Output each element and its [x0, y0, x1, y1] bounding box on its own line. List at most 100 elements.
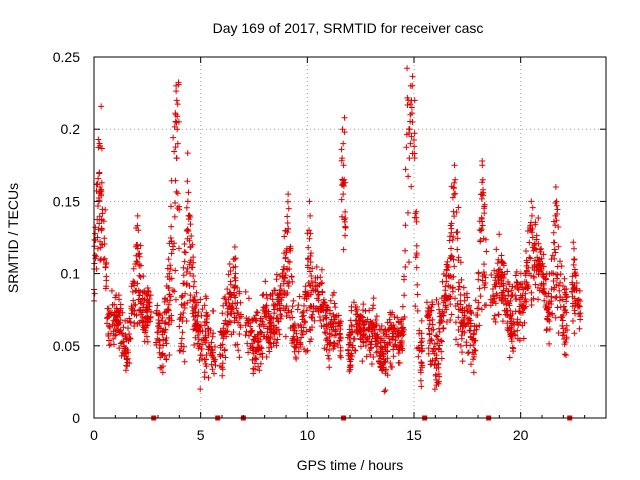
data-point	[555, 329, 562, 336]
data-point	[136, 306, 143, 313]
data-point	[493, 246, 500, 253]
data-point	[140, 318, 147, 325]
data-point	[168, 238, 175, 245]
data-point	[339, 126, 346, 133]
data-point	[289, 314, 296, 321]
data-point	[457, 301, 464, 308]
data-point	[413, 264, 420, 271]
data-point	[500, 262, 507, 269]
data-point	[324, 352, 331, 359]
data-point	[231, 244, 238, 251]
data-point	[435, 380, 442, 387]
data-point	[556, 287, 563, 294]
data-point	[92, 230, 99, 237]
data-point	[446, 237, 453, 244]
data-point	[503, 308, 510, 315]
data-point	[522, 296, 529, 303]
data-point	[203, 316, 210, 323]
data-point	[225, 271, 232, 278]
data-point	[395, 346, 402, 353]
data-point	[303, 291, 310, 298]
data-point	[390, 343, 397, 350]
data-point	[317, 274, 324, 281]
data-point	[438, 338, 445, 345]
data-point	[513, 268, 520, 275]
y-axis-label: SRMTID / TECUs	[5, 183, 21, 293]
data-point	[540, 274, 547, 281]
data-point	[551, 246, 558, 253]
data-point	[168, 223, 175, 230]
data-point	[349, 342, 356, 349]
data-point	[99, 241, 106, 248]
data-point	[211, 343, 218, 350]
data-point	[198, 312, 205, 319]
data-point	[568, 288, 575, 295]
data-point	[455, 306, 462, 313]
data-point	[464, 316, 471, 323]
data-point	[495, 256, 502, 263]
data-point	[504, 268, 511, 275]
data-point	[395, 350, 402, 357]
data-point	[390, 353, 397, 360]
data-point	[327, 318, 334, 325]
data-point	[571, 270, 578, 277]
data-point	[192, 304, 199, 311]
data-point	[172, 267, 179, 274]
data-point	[491, 295, 498, 302]
data-point	[414, 307, 421, 314]
data-point	[409, 118, 416, 125]
data-point	[181, 240, 188, 247]
data-point	[353, 306, 360, 313]
data-point	[360, 322, 367, 329]
data-point	[232, 270, 239, 277]
data-point	[508, 324, 515, 331]
data-point	[162, 319, 169, 326]
data-point	[504, 324, 511, 331]
data-point	[147, 314, 154, 321]
data-point	[359, 307, 366, 314]
data-point	[182, 249, 189, 256]
data-point	[104, 314, 111, 321]
data-point	[219, 360, 226, 367]
data-point	[326, 310, 333, 317]
data-point	[113, 316, 120, 323]
data-point	[284, 266, 291, 273]
data-point	[380, 351, 387, 358]
data-point	[161, 320, 168, 327]
data-point	[209, 366, 216, 373]
data-point	[307, 302, 314, 309]
data-point	[443, 295, 450, 302]
data-point	[432, 357, 439, 364]
data-point	[263, 353, 270, 360]
data-point	[569, 318, 576, 325]
data-point	[141, 288, 148, 295]
data-point	[426, 317, 433, 324]
data-point	[106, 342, 113, 349]
data-point	[406, 126, 413, 133]
data-point	[116, 329, 123, 336]
data-point	[184, 178, 191, 185]
data-point	[298, 334, 305, 341]
data-point	[98, 103, 105, 110]
data-point	[184, 227, 191, 234]
data-point	[470, 341, 477, 348]
data-point	[491, 312, 498, 319]
data-point	[205, 325, 212, 332]
data-point	[106, 322, 113, 329]
data-point	[464, 308, 471, 315]
data-point	[255, 363, 262, 370]
data-point	[360, 338, 367, 345]
data-point	[231, 310, 238, 317]
data-point	[258, 321, 265, 328]
data-point	[418, 383, 425, 390]
data-point	[202, 293, 209, 300]
data-point	[554, 263, 561, 270]
data-point	[546, 340, 553, 347]
data-point	[141, 329, 148, 336]
data-point	[255, 338, 262, 345]
data-point	[109, 321, 116, 328]
data-point	[554, 206, 561, 213]
data-point	[537, 248, 544, 255]
data-point	[319, 301, 326, 308]
data-point	[402, 247, 409, 254]
